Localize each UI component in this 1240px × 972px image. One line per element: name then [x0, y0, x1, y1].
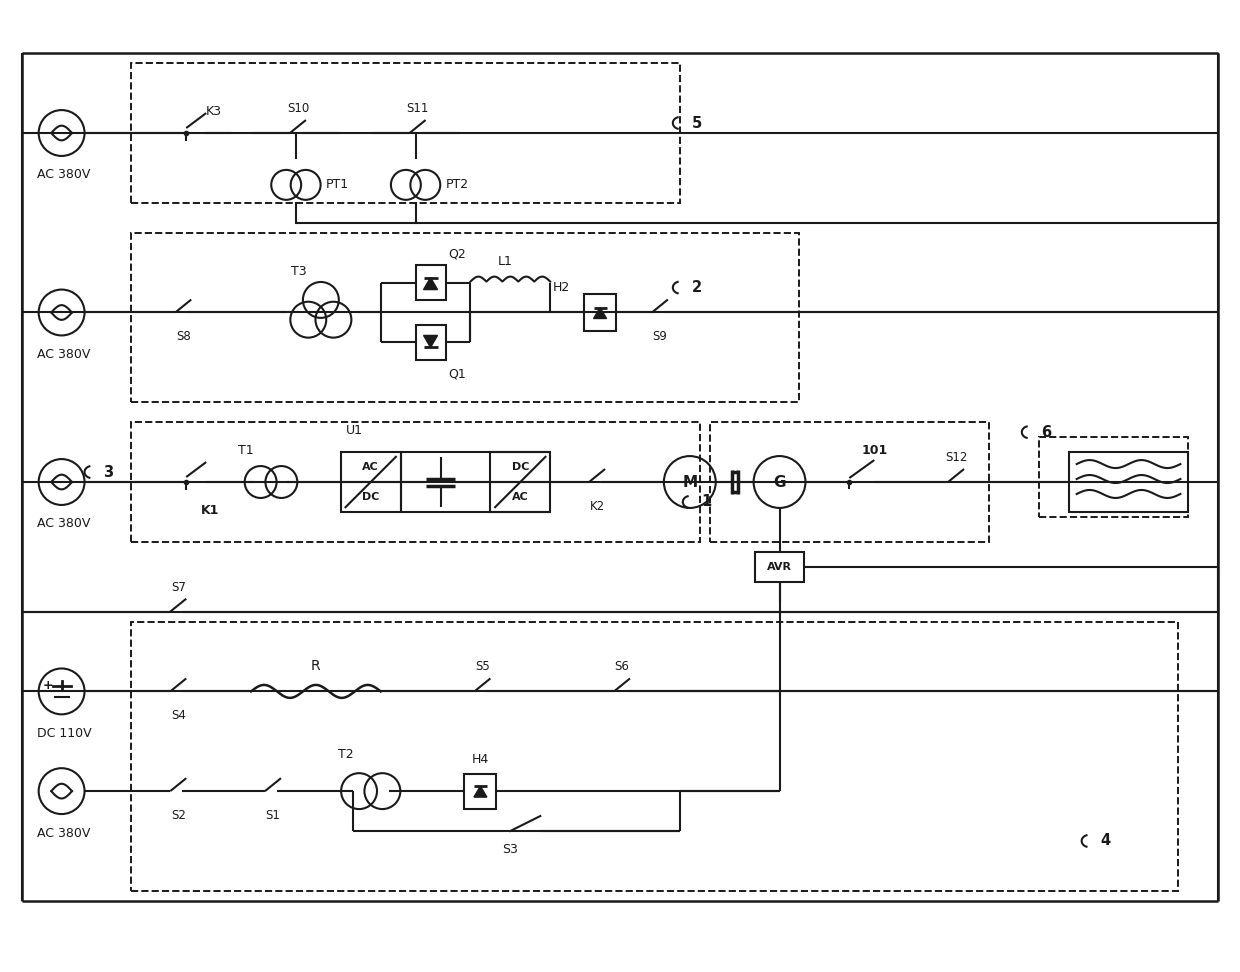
- Bar: [131, 622, 1178, 891]
- Text: T2: T2: [339, 748, 353, 761]
- Text: S1: S1: [265, 809, 280, 822]
- Text: AVR: AVR: [768, 562, 792, 572]
- Bar: [415, 265, 445, 300]
- Text: DC: DC: [512, 462, 529, 472]
- Text: +: +: [43, 679, 53, 692]
- Text: 3: 3: [103, 465, 114, 479]
- Text: S4: S4: [171, 710, 186, 722]
- Text: S10: S10: [286, 102, 309, 115]
- Bar: [755, 552, 805, 581]
- Text: S7: S7: [171, 580, 186, 594]
- Text: S8: S8: [176, 330, 191, 343]
- Bar: [490, 452, 551, 512]
- Text: 4: 4: [1101, 833, 1111, 849]
- Text: T1: T1: [238, 444, 254, 457]
- Bar: [465, 774, 496, 809]
- Polygon shape: [594, 307, 606, 319]
- Text: 2: 2: [692, 280, 702, 295]
- Bar: [131, 232, 800, 402]
- Text: DC 110V: DC 110V: [37, 727, 92, 740]
- Bar: [341, 452, 401, 512]
- Text: 6: 6: [1040, 425, 1052, 439]
- Bar: [584, 294, 616, 331]
- Text: S12: S12: [945, 451, 967, 464]
- Text: T3: T3: [291, 264, 306, 278]
- Text: AC 380V: AC 380V: [37, 168, 91, 182]
- Bar: [131, 422, 699, 541]
- Text: Q1: Q1: [449, 367, 466, 380]
- Text: S9: S9: [652, 330, 667, 343]
- Bar: [131, 63, 680, 203]
- Text: 101: 101: [861, 444, 888, 457]
- Text: 5: 5: [692, 116, 702, 130]
- Text: Q2: Q2: [449, 248, 466, 260]
- Bar: [1069, 452, 1188, 512]
- Text: M: M: [682, 474, 697, 490]
- Text: AC 380V: AC 380V: [37, 826, 91, 840]
- Text: H2: H2: [553, 281, 570, 295]
- Text: S3: S3: [502, 843, 518, 856]
- Text: AC: AC: [512, 492, 528, 502]
- Text: H4: H4: [471, 753, 489, 766]
- Bar: [1039, 437, 1188, 517]
- Text: S11: S11: [407, 102, 429, 115]
- Polygon shape: [474, 786, 487, 797]
- Bar: [709, 422, 990, 541]
- Text: R: R: [311, 659, 321, 674]
- Text: AC: AC: [362, 462, 379, 472]
- Text: S5: S5: [475, 660, 490, 674]
- Bar: [415, 325, 445, 360]
- Text: AC 380V: AC 380V: [37, 517, 91, 531]
- Text: K2: K2: [589, 500, 605, 513]
- Text: AC 380V: AC 380V: [37, 348, 91, 361]
- Text: U1: U1: [346, 424, 363, 437]
- Text: G: G: [774, 474, 786, 490]
- Text: S2: S2: [171, 809, 186, 822]
- Text: L1: L1: [498, 255, 513, 267]
- Text: K1: K1: [201, 503, 219, 517]
- Text: PT2: PT2: [445, 179, 469, 191]
- Text: S6: S6: [615, 660, 630, 674]
- Polygon shape: [424, 335, 438, 347]
- Text: DC: DC: [362, 492, 379, 502]
- Text: K3: K3: [206, 105, 222, 118]
- Polygon shape: [424, 278, 438, 290]
- Text: 1: 1: [702, 495, 712, 509]
- Text: PT1: PT1: [326, 179, 348, 191]
